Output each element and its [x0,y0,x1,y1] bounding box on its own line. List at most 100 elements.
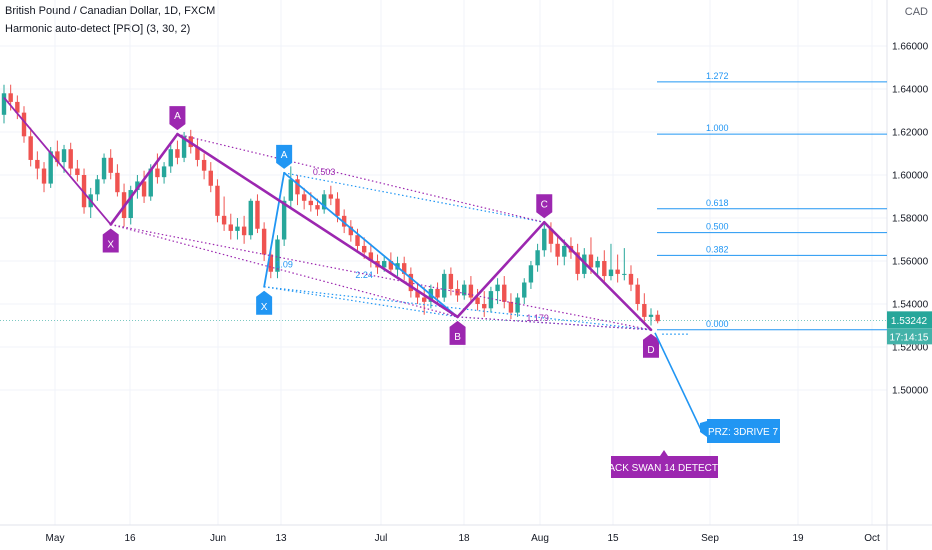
pattern-point-marker [169,106,186,131]
pattern-point-marker [256,290,273,315]
fib-level-label: 0.382 [706,244,729,254]
time-tick-label: 19 [792,533,804,544]
pattern-ratio-label: 2.24 [355,270,373,280]
time-tick-label: Sep [701,533,719,544]
candle-body [288,179,294,201]
candle-body [528,265,534,283]
candle-body [235,226,240,231]
candle-body [228,224,233,231]
candle-body [562,245,567,257]
candle-body [208,170,213,186]
pattern-point-marker [449,320,466,345]
candle-body [575,252,580,274]
prz-label-text: PRZ: 3DRIVE 7 [708,427,778,438]
fib-level-label: 1.272 [706,71,729,81]
candle-body [41,168,47,184]
candle-body [301,194,307,201]
candle-body [642,304,647,317]
candle-body [588,254,594,268]
indicator-title: Harmonic auto-detect [PRO] (3, 30, 2) [5,23,191,35]
candle-body [388,261,394,270]
pattern-point-label: X [107,239,114,250]
pattern-point-label: A [174,111,181,122]
candle-body [482,304,487,309]
price-tick-label: 1.54000 [892,300,929,311]
chart-title: British Pound / Canadian Dollar, 1D, FXC… [5,5,216,17]
candle-body [415,291,420,298]
time-tick-label: 16 [124,533,136,544]
pattern-point-marker [536,194,553,219]
candle-body [81,175,87,208]
candle-body [542,228,547,251]
pattern-ratio-line [284,172,545,223]
candle-body [275,239,280,272]
last-price-tag [887,311,932,329]
candle-body [462,284,467,296]
candle-body [55,151,60,163]
candle-body [201,159,207,171]
pattern-ratio-label: 1.09 [275,259,293,269]
candle-body [368,252,374,261]
candle-body [241,226,247,236]
pattern-point-label: X [261,302,268,313]
candle-body [141,181,147,197]
candle-body [435,288,440,298]
pattern-leg [176,132,459,319]
price-tick-label: 1.60000 [892,171,929,182]
candle-body [348,226,354,236]
pattern-point-label: A [281,150,288,161]
candle-body [361,245,367,253]
time-tick-label: 15 [607,533,619,544]
candle-body [522,282,527,298]
candle-body [422,297,427,302]
candle-body [495,284,500,292]
candle-body [548,228,554,244]
candle-body [21,112,27,137]
time-tick-label: 13 [275,533,287,544]
candle-body [402,263,407,274]
candle-body [602,261,607,277]
candle-body [535,250,540,266]
candle-body [508,301,514,313]
candle-body [115,172,120,193]
candle-body [95,179,100,195]
fib-level-label: 0.500 [706,222,729,232]
time-tick-label: Jun [210,533,226,544]
candle-body [168,149,173,167]
candle-body [381,261,387,268]
candle-body [155,168,160,178]
candle-body [608,269,614,277]
pattern-ratio-line [177,133,545,223]
candle-body [475,297,480,304]
candle-body [321,194,327,210]
price-tick-label: 1.50000 [892,386,929,397]
candle-body [161,166,167,178]
alert-label-text: BLACK SWAN 14 DETECTED [596,463,732,474]
pattern-ratio-line [457,316,652,331]
fib-level-label: 0.000 [706,319,729,329]
pattern-ratio-label: 1.179 [526,313,549,323]
candle-body [281,200,287,240]
pattern-point-label: C [541,199,548,210]
candle-body [148,168,153,197]
candle-body [655,314,660,322]
pattern-leg [283,171,459,318]
candle-body [468,284,474,298]
candle-body [315,205,320,210]
pattern-leg [109,132,179,226]
candle-body [555,243,560,257]
candle-body [28,136,33,160]
candle-body [61,149,67,163]
candle-body [595,261,600,268]
price-tick-label: 1.52000 [892,343,929,354]
fib-level-label: 1.000 [706,123,729,133]
countdown-value: 17:14:15 [890,332,929,343]
fib-level-label: 0.618 [706,198,729,208]
pattern-point-label: B [454,332,461,343]
pattern-point-marker [642,333,659,358]
pattern-leg [263,171,286,288]
pattern-leg [3,97,112,226]
candle-body [35,159,40,169]
candle-body [15,101,20,113]
